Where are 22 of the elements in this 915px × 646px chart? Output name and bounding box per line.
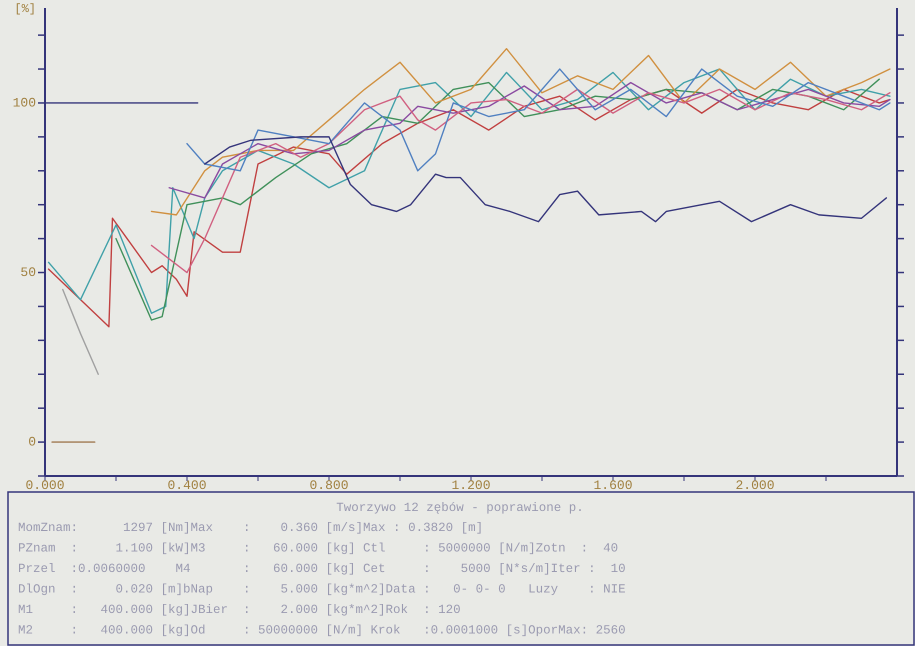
- line-series: [204, 136, 888, 222]
- y-tick-label: 0: [28, 434, 36, 450]
- x-tick-label: 0.400: [167, 478, 207, 493]
- text: Przel :0.0060000 M4 : 60.000 [kg] Cet : 5000 [N*s/m]Iter : 10: [18, 562, 626, 576]
- x-tick-label: 1.600: [593, 478, 633, 493]
- y-tick-label: 50: [20, 264, 36, 280]
- text: DlOgn : 0.020 [m]bNap : 5.000 [kg*m^2]Data : 0- 0- 0 Luzy : NIE: [18, 582, 626, 596]
- line-series: [150, 48, 891, 216]
- y-axis-title: [%]: [14, 2, 36, 16]
- text: PZnam : 1.100 [kW]M3 : 60.000 [kg] Ctl : 5000000 [N/m]Zotn : 40: [18, 542, 618, 556]
- text: MomZnam: 1297 [Nm]Max : 0.360 [m/s]Max : 0.3820 [m]: [18, 521, 484, 535]
- text: Tworzywo 12 zębów - poprawione p.: [336, 501, 584, 515]
- line-series: [168, 82, 891, 199]
- line-series: [186, 68, 891, 172]
- x-tick-label: 0.000: [25, 478, 65, 493]
- x-tick-label: 0.800: [309, 478, 349, 493]
- x-tick-label: 2.000: [735, 478, 775, 493]
- text: M1 : 400.000 [kg]JBier : 2.000 [kg*m^2]Rok : 120: [18, 603, 461, 617]
- line-series: [150, 88, 891, 274]
- x-tick-label: 1.200: [451, 478, 491, 493]
- y-tick-label: 100: [12, 95, 36, 110]
- text: M2 : 400.000 [kg]Od : 50000000 [N/m] Krok :0.0001000 [s]OporMax: 2560: [18, 624, 626, 638]
